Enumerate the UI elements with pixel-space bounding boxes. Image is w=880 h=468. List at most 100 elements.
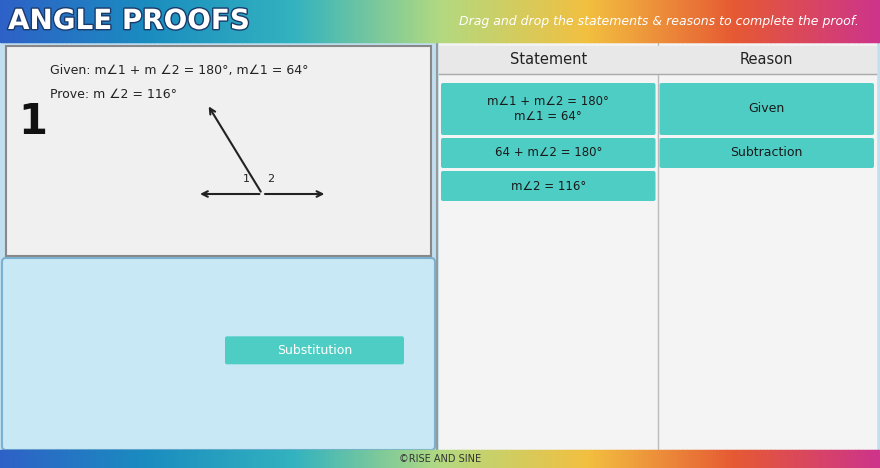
- Bar: [759, 450, 764, 468]
- Bar: [191, 450, 194, 468]
- Bar: [821, 450, 825, 468]
- Bar: [261, 0, 265, 42]
- Bar: [874, 0, 878, 42]
- Bar: [326, 450, 329, 468]
- Bar: [464, 0, 467, 42]
- Bar: [795, 450, 799, 468]
- FancyBboxPatch shape: [659, 83, 874, 135]
- Bar: [35, 0, 39, 42]
- Bar: [869, 450, 872, 468]
- Bar: [751, 450, 755, 468]
- Bar: [231, 450, 236, 468]
- Bar: [29, 0, 33, 42]
- Bar: [475, 0, 479, 42]
- Bar: [33, 0, 36, 42]
- Bar: [205, 450, 209, 468]
- Bar: [493, 0, 496, 42]
- Bar: [622, 0, 626, 42]
- Bar: [26, 0, 30, 42]
- Bar: [845, 450, 848, 468]
- Bar: [158, 0, 162, 42]
- Bar: [490, 0, 494, 42]
- Bar: [590, 450, 593, 468]
- Bar: [566, 0, 570, 42]
- Bar: [675, 450, 678, 468]
- Bar: [332, 450, 335, 468]
- Bar: [768, 0, 773, 42]
- Bar: [669, 0, 672, 42]
- Bar: [774, 0, 778, 42]
- Bar: [6, 450, 10, 468]
- Bar: [502, 0, 505, 42]
- Bar: [385, 450, 388, 468]
- Bar: [323, 0, 326, 42]
- Bar: [50, 450, 54, 468]
- Bar: [323, 450, 326, 468]
- Bar: [616, 0, 620, 42]
- Bar: [812, 0, 817, 42]
- Bar: [455, 450, 458, 468]
- Bar: [502, 450, 505, 468]
- Bar: [135, 0, 139, 42]
- Bar: [68, 0, 71, 42]
- Bar: [587, 0, 590, 42]
- Bar: [431, 450, 435, 468]
- Bar: [825, 0, 828, 42]
- Bar: [830, 450, 834, 468]
- Bar: [73, 0, 77, 42]
- Bar: [517, 0, 520, 42]
- Bar: [62, 450, 65, 468]
- Bar: [24, 0, 27, 42]
- Bar: [91, 0, 95, 42]
- Bar: [789, 0, 793, 42]
- Bar: [161, 0, 165, 42]
- Bar: [539, 450, 544, 468]
- Bar: [284, 0, 289, 42]
- Bar: [68, 450, 71, 468]
- Bar: [346, 450, 350, 468]
- Bar: [434, 0, 438, 42]
- Bar: [9, 450, 12, 468]
- Bar: [724, 450, 729, 468]
- Bar: [663, 450, 667, 468]
- Bar: [355, 0, 359, 42]
- Bar: [182, 0, 186, 42]
- Bar: [381, 450, 385, 468]
- Bar: [299, 0, 303, 42]
- Bar: [132, 450, 136, 468]
- Bar: [44, 0, 48, 42]
- Bar: [209, 0, 212, 42]
- Bar: [0, 42, 880, 450]
- Bar: [607, 450, 611, 468]
- Bar: [311, 0, 315, 42]
- Bar: [378, 0, 382, 42]
- Bar: [657, 0, 661, 42]
- Bar: [261, 450, 265, 468]
- Bar: [103, 450, 106, 468]
- Bar: [616, 450, 620, 468]
- Bar: [196, 0, 201, 42]
- Bar: [270, 450, 274, 468]
- Bar: [678, 450, 681, 468]
- Bar: [141, 450, 144, 468]
- Bar: [414, 450, 417, 468]
- Bar: [715, 0, 720, 42]
- Bar: [246, 0, 250, 42]
- Bar: [308, 0, 312, 42]
- Bar: [370, 0, 373, 42]
- Bar: [522, 0, 526, 42]
- FancyBboxPatch shape: [659, 138, 874, 168]
- Bar: [53, 0, 56, 42]
- Bar: [689, 0, 693, 42]
- Bar: [754, 450, 758, 468]
- Bar: [223, 0, 227, 42]
- Bar: [165, 0, 168, 42]
- Bar: [290, 0, 294, 42]
- Bar: [537, 0, 540, 42]
- Bar: [138, 0, 142, 42]
- Bar: [185, 0, 188, 42]
- Bar: [209, 450, 212, 468]
- Bar: [689, 450, 693, 468]
- Bar: [431, 0, 435, 42]
- Bar: [288, 0, 291, 42]
